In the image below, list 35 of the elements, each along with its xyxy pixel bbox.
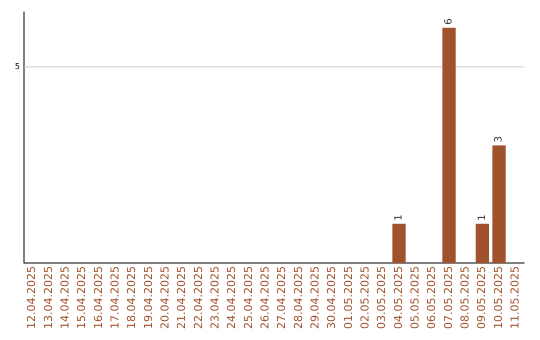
x-tick-label: 27.04.2025 — [275, 266, 288, 330]
x-tick-label: 26.04.2025 — [258, 266, 272, 330]
x-tick-label: 12.04.2025 — [25, 266, 38, 330]
data-label: 6 — [444, 18, 455, 25]
x-tick-label: 23.04.2025 — [208, 266, 222, 330]
x-tick-label: 30.04.2025 — [325, 266, 338, 330]
x-tick-label: 13.04.2025 — [42, 266, 55, 330]
x-tick-label: 02.05.2025 — [358, 266, 372, 330]
x-tick-label: 28.04.2025 — [292, 266, 305, 330]
x-tick-label: 20.04.2025 — [158, 266, 172, 330]
x-tick-label: 25.04.2025 — [242, 266, 255, 330]
ref-line-label: 5 — [14, 62, 20, 71]
data-label: 3 — [494, 136, 505, 142]
x-tick-label: 10.05.2025 — [492, 266, 505, 330]
x-tick-label: 21.04.2025 — [175, 266, 188, 330]
x-tick-label: 29.04.2025 — [308, 266, 322, 330]
x-tick-label: 07.05.2025 — [442, 266, 455, 330]
x-tick-label: 11.05.2025 — [508, 266, 522, 330]
x-tick-label: 18.04.2025 — [125, 266, 138, 330]
x-tick-label: 06.05.2025 — [425, 266, 438, 330]
x-tick-label: 17.04.2025 — [108, 266, 122, 330]
x-tick-label: 15.04.2025 — [75, 266, 88, 330]
x-tick-label: 04.05.2025 — [392, 266, 405, 330]
x-tick-label: 14.04.2025 — [58, 266, 72, 330]
x-tick-label: 16.04.2025 — [92, 266, 105, 330]
x-tick-label: 19.04.2025 — [142, 266, 155, 330]
x-tick-label: 05.05.2025 — [408, 266, 422, 330]
data-label: 1 — [394, 214, 405, 221]
x-tick-label: 24.04.2025 — [225, 266, 238, 330]
x-tick-label: 01.05.2025 — [342, 266, 355, 330]
x-tick-label: 09.05.2025 — [475, 266, 488, 330]
data-label: 1 — [476, 214, 488, 221]
x-tick-label: 03.05.2025 — [375, 266, 388, 330]
x-tick-label: 08.05.2025 — [458, 266, 472, 330]
x-tick-label: 22.04.2025 — [192, 266, 205, 330]
